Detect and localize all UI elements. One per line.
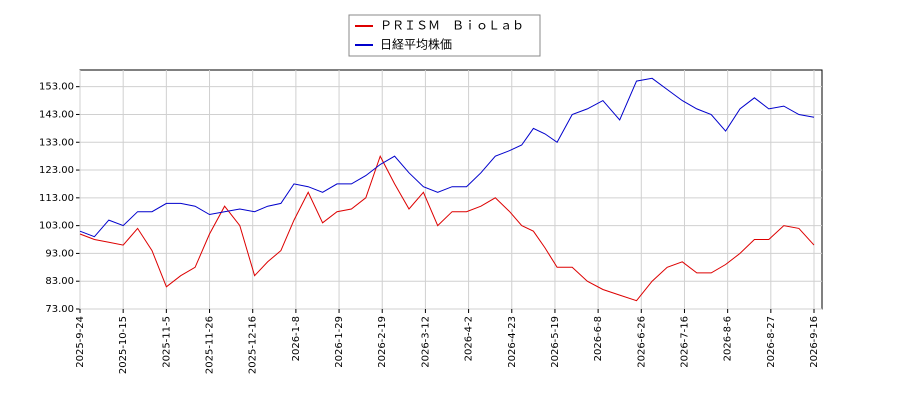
x-tick-label: 2026-6-8: [593, 316, 604, 361]
y-tick-label: 103.00: [39, 221, 74, 232]
x-tick-label: 2026-1-8: [291, 316, 302, 361]
x-tick-label: 2026-4-23: [507, 316, 518, 368]
y-tick-label: 143.00: [39, 109, 74, 120]
x-tick-label: 2025-10-15: [118, 316, 129, 374]
y-tick-label: 133.00: [39, 137, 74, 148]
x-tick-label: 2026-4-2: [464, 316, 475, 361]
x-tick-label: 2025-11-5: [161, 316, 172, 368]
y-tick-label: 123.00: [39, 165, 74, 176]
line-series: [79, 154, 815, 302]
x-tick-label: 2026-2-19: [377, 316, 388, 368]
y-tick-label: 153.00: [39, 82, 74, 93]
x-tick-label: 2026-9-16: [809, 316, 820, 368]
x-tick-label: 2025-12-16: [248, 316, 259, 374]
legend: [348, 14, 541, 57]
x-tick-label: 2026-1-29: [334, 316, 345, 368]
y-tick-label: 93.00: [45, 248, 74, 259]
x-tick-label: 2025-9-24: [75, 316, 86, 368]
legend-label: ＰＲＩＳＭ ＢｉｏＬａｂ: [380, 19, 524, 33]
y-tick-label: 73.00: [45, 304, 74, 315]
x-tick-label: 2026-3-12: [420, 316, 431, 368]
x-tick-label: 2026-7-16: [679, 316, 690, 368]
x-tick-label: 2026-8-6: [723, 316, 734, 361]
x-tick-label: 2026-5-19: [550, 316, 561, 368]
x-tick-label: 2025-11-26: [205, 316, 216, 374]
x-tick-label: 2026-8-27: [766, 316, 777, 368]
line-series: [79, 77, 815, 238]
y-tick-label: 113.00: [39, 193, 74, 204]
y-tick-label: 83.00: [45, 276, 74, 287]
legend-label: 日経平均株価: [380, 37, 452, 52]
x-tick-label: 2026-6-26: [636, 316, 647, 368]
